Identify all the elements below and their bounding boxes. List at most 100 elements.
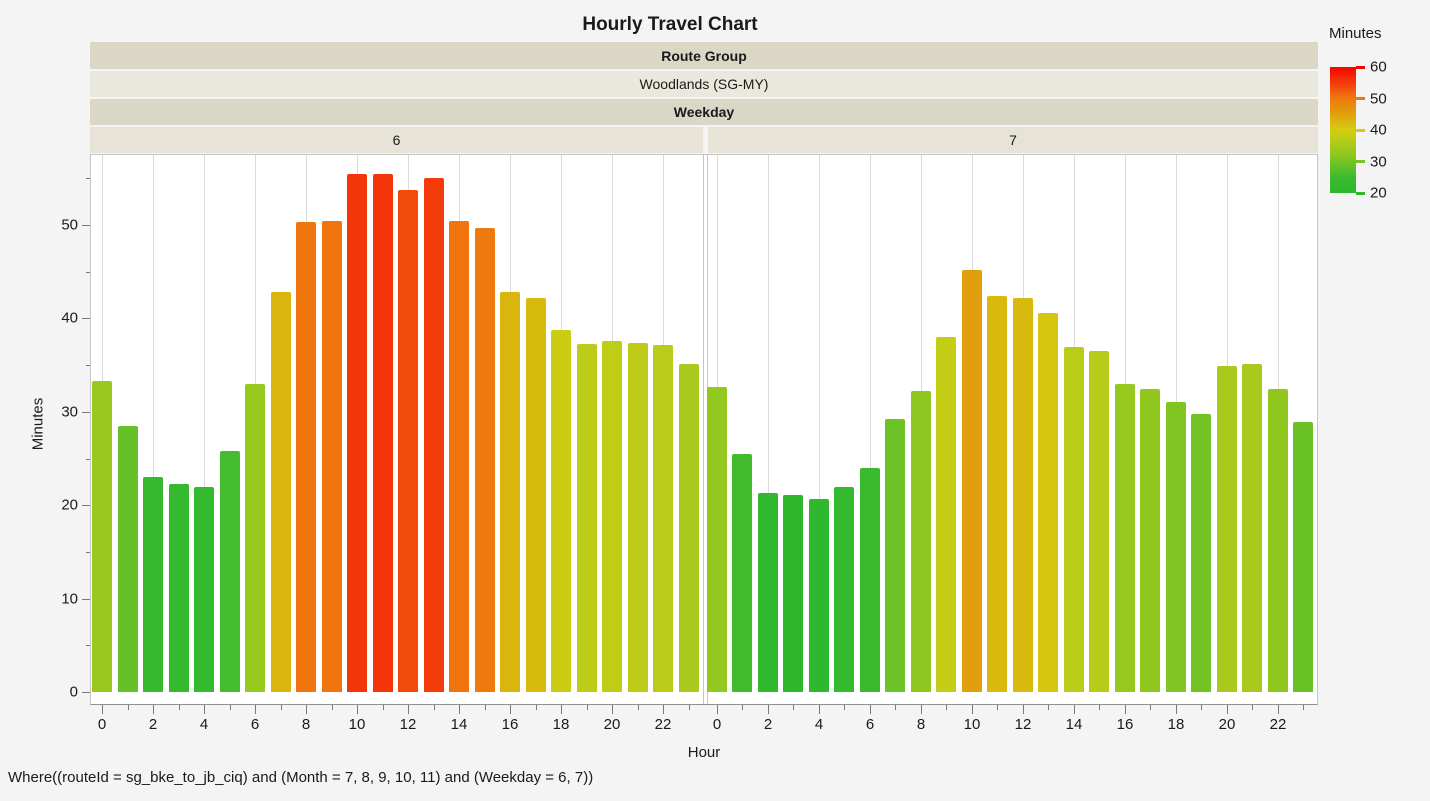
bar-weekday7-hour7[interactable] <box>885 419 905 692</box>
bar-weekday6-hour22[interactable] <box>653 345 673 692</box>
x-tick-p0-h0 <box>102 705 103 714</box>
bar-weekday6-hour21[interactable] <box>627 343 648 692</box>
gridline-h6-panel1 <box>870 155 871 692</box>
x-tick-p1-h10 <box>972 705 973 714</box>
x-tick-p0-h11 <box>383 705 384 710</box>
bar-weekday6-hour2[interactable] <box>143 477 163 692</box>
x-tick-p0-h8 <box>306 705 307 714</box>
bar-weekday6-hour8[interactable] <box>296 222 316 692</box>
bar-weekday7-hour16[interactable] <box>1114 384 1135 692</box>
bar-weekday6-hour19[interactable] <box>576 344 597 692</box>
facet-label-6-text: 6 <box>392 132 401 148</box>
bar-weekday7-hour1[interactable] <box>732 454 752 692</box>
bar-weekday6-hour11[interactable] <box>372 174 393 692</box>
legend-tick-label-60: 60 <box>1370 58 1387 76</box>
x-tick-p1-h15 <box>1099 705 1100 710</box>
x-tick-p1-h6 <box>870 705 871 714</box>
x-tick-p1-h23 <box>1303 705 1304 710</box>
y-major-tick-50 <box>82 225 90 226</box>
bar-weekday6-hour13[interactable] <box>423 178 444 692</box>
x-tick-p1-h3 <box>793 705 794 710</box>
x-tick-p1-h1 <box>742 705 743 710</box>
bar-weekday7-hour10[interactable] <box>961 270 982 692</box>
legend-tick-20 <box>1356 191 1365 195</box>
x-tick-p0-h17 <box>536 705 537 710</box>
bar-weekday6-hour18[interactable] <box>551 330 571 692</box>
y-tick-label-10: 10 <box>61 590 78 608</box>
x-tick-p1-h12 <box>1023 705 1024 714</box>
x-tick-label-p0-h8: 8 <box>301 716 311 733</box>
bar-weekday6-hour4[interactable] <box>194 487 214 692</box>
bar-weekday7-hour0[interactable] <box>706 387 727 692</box>
y-minor-tick-45 <box>86 271 90 273</box>
bar-weekday7-hour5[interactable] <box>834 487 854 692</box>
x-tick-label-p0-h4: 4 <box>199 716 209 733</box>
chart-title: Hourly Travel Chart <box>582 14 758 35</box>
bar-weekday7-hour2[interactable] <box>757 493 778 692</box>
legend-tick-label-20: 20 <box>1370 184 1387 202</box>
y-tick-label-30: 30 <box>61 403 78 421</box>
bar-weekday6-hour0[interactable] <box>92 381 112 692</box>
bar-weekday7-hour3[interactable] <box>783 495 803 692</box>
bar-weekday7-hour4[interactable] <box>808 499 829 692</box>
bar-weekday7-hour18[interactable] <box>1165 402 1186 692</box>
bar-weekday7-hour17[interactable] <box>1140 389 1160 692</box>
x-tick-label-p1-h8: 8 <box>916 716 926 733</box>
bar-weekday7-hour13[interactable] <box>1038 313 1058 692</box>
bar-weekday6-hour20[interactable] <box>602 341 622 692</box>
x-tick-label-p0-h6: 6 <box>250 716 260 733</box>
x-tick-p1-h7 <box>895 705 896 710</box>
route-group-label: Route Group <box>661 47 747 64</box>
x-tick-p1-h18 <box>1176 705 1177 714</box>
x-tick-p1-h14 <box>1074 705 1075 714</box>
bar-weekday7-hour11[interactable] <box>987 296 1007 692</box>
bar-weekday6-hour9[interactable] <box>321 221 342 692</box>
x-tick-p1-h21 <box>1252 705 1253 710</box>
bar-weekday6-hour10[interactable] <box>347 174 367 692</box>
bar-weekday7-hour22[interactable] <box>1267 389 1288 692</box>
bar-weekday7-hour8[interactable] <box>910 391 931 692</box>
x-tick-label-p1-h18: 18 <box>1167 716 1185 733</box>
bar-weekday7-hour23[interactable] <box>1293 422 1313 692</box>
bar-weekday7-hour21[interactable] <box>1242 364 1262 692</box>
bar-weekday6-hour17[interactable] <box>525 298 546 692</box>
bar-weekday6-hour6[interactable] <box>245 384 265 692</box>
bar-weekday6-hour1[interactable] <box>117 426 138 692</box>
bar-weekday7-hour15[interactable] <box>1089 351 1109 692</box>
legend-tick-60 <box>1356 65 1365 69</box>
x-tick-label-p1-h12: 12 <box>1014 716 1032 733</box>
x-tick-p1-h13 <box>1048 705 1049 710</box>
gridline-h4-panel0 <box>204 155 205 692</box>
bar-weekday7-hour19[interactable] <box>1191 414 1211 692</box>
x-tick-p0-h19 <box>587 705 588 710</box>
bar-weekday6-hour12[interactable] <box>398 190 418 692</box>
bar-weekday7-hour20[interactable] <box>1216 366 1237 692</box>
bar-weekday6-hour14[interactable] <box>449 221 469 692</box>
x-tick-p1-h11 <box>997 705 998 710</box>
bar-weekday7-hour6[interactable] <box>859 468 880 692</box>
where-clause: Where((routeId = sg_bke_to_jb_ciq) and (… <box>8 769 594 786</box>
legend-gradient-bar[interactable] <box>1330 67 1356 193</box>
x-tick-label-p0-h0: 0 <box>97 716 107 733</box>
x-tick-p1-h9 <box>946 705 947 710</box>
route-group-value: Woodlands (SG-MY) <box>639 76 769 92</box>
bar-weekday6-hour7[interactable] <box>270 292 291 692</box>
bar-weekday6-hour16[interactable] <box>500 292 520 692</box>
legend-tick-label-40: 40 <box>1370 121 1387 139</box>
bar-weekday6-hour3[interactable] <box>168 484 189 692</box>
x-tick-p0-h12 <box>408 705 409 714</box>
x-tick-p0-h22 <box>663 705 664 714</box>
bar-weekday6-hour5[interactable] <box>219 451 240 692</box>
x-tick-label-p1-h2: 2 <box>763 716 773 733</box>
x-tick-p1-h16 <box>1125 705 1126 714</box>
y-major-tick-10 <box>82 598 90 600</box>
y-major-tick-40 <box>82 318 90 320</box>
bar-weekday7-hour9[interactable] <box>936 337 956 692</box>
bar-weekday6-hour15[interactable] <box>474 228 495 692</box>
x-tick-label-p1-h14: 14 <box>1065 716 1083 733</box>
bar-weekday7-hour14[interactable] <box>1063 347 1084 692</box>
bar-weekday7-hour12[interactable] <box>1012 298 1033 692</box>
bar-weekday6-hour23[interactable] <box>678 364 699 692</box>
plot-area <box>90 154 1318 705</box>
